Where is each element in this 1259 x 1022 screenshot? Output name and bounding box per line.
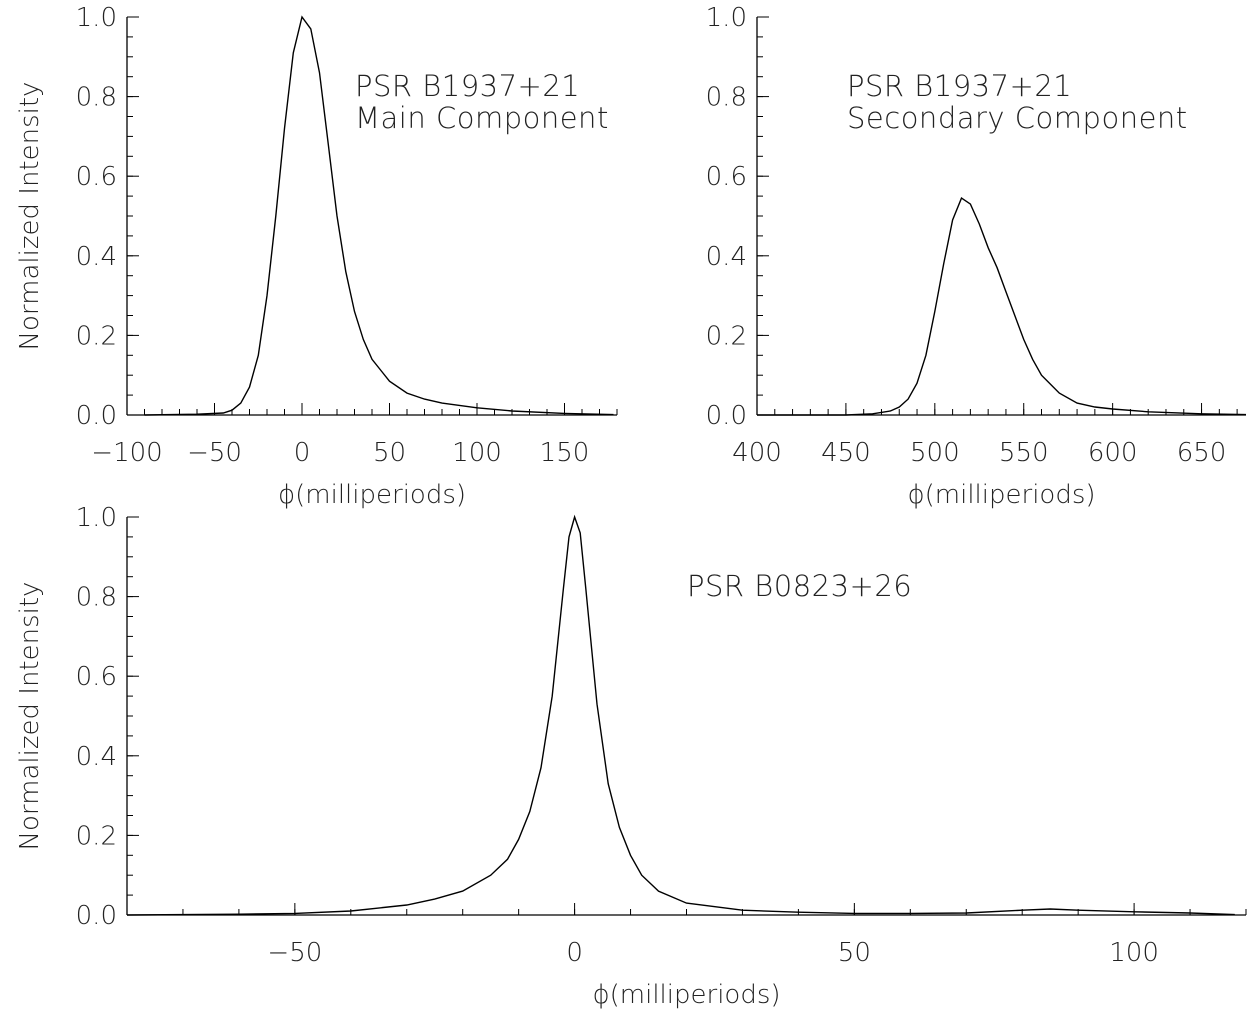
pulse-profile-line — [144, 15, 614, 416]
y-tick-label: 0.8 — [76, 583, 117, 613]
x-tick-label: 650 — [1177, 438, 1227, 468]
x-tick-label: 150 — [540, 438, 590, 468]
x-tick-label: 400 — [732, 438, 782, 468]
chart-panel-3: 0.0 0.2 0.4 0.6 0.8 1.0 −50 0 50 100 PSR B0823+26 ϕ… — [15, 503, 1247, 1010]
chart-annotation: Main Component — [355, 101, 609, 135]
x-axis-label: ϕ(milliperiods) — [592, 980, 780, 1010]
y-tick-label: 0.4 — [76, 742, 117, 772]
y-tick-label: 1.0 — [76, 503, 117, 533]
x-tick-label: 50 — [838, 938, 871, 968]
y-tick-label: 0.2 — [706, 321, 747, 351]
x-tick-label: 550 — [999, 438, 1049, 468]
y-tick-label: 0.4 — [76, 242, 117, 272]
chart-panel-1: 0.0 0.2 0.4 0.6 0.8 1.0 −100 −50 0 50 100 150 PSR B1… — [15, 3, 618, 510]
y-tick-label: 0.0 — [706, 401, 747, 431]
y-tick-label: 0.8 — [76, 83, 117, 113]
y-tick-label: 0.4 — [706, 242, 747, 272]
x-axis-label: ϕ(milliperiods) — [278, 480, 466, 510]
x-tick-label: 0 — [294, 438, 311, 468]
chart-annotation: Secondary Component — [847, 101, 1188, 135]
x-tick-label: 50 — [373, 438, 406, 468]
x-tick-label: −100 — [91, 438, 162, 468]
y-tick-label: 0.0 — [76, 401, 117, 431]
y-axis-label: Normalized Intensity — [15, 582, 45, 851]
x-tick-label: 600 — [1088, 438, 1138, 468]
chart-panel-2: 0.0 0.2 0.4 0.6 0.8 1.0 400 450 500 550 600 650 PSR … — [706, 3, 1247, 510]
pulse-profile-line — [126, 514, 1235, 916]
x-tick-label: −50 — [267, 938, 322, 968]
y-tick-label: 0.2 — [76, 321, 117, 351]
y-tick-label: 1.0 — [76, 3, 117, 33]
y-axis-label: Normalized Intensity — [15, 82, 45, 351]
chart-annotation: PSR B1937+21 — [847, 69, 1072, 103]
x-tick-label: 450 — [821, 438, 871, 468]
x-tick-label: −50 — [187, 438, 242, 468]
chart-annotation: PSR B1937+21 — [355, 69, 580, 103]
x-tick-label: 100 — [452, 438, 502, 468]
y-tick-label: 0.8 — [706, 83, 747, 113]
y-tick-label: 0.6 — [706, 162, 747, 192]
x-tick-label: 500 — [910, 438, 960, 468]
x-tick-label: 0 — [566, 938, 583, 968]
y-tick-label: 0.6 — [76, 662, 117, 692]
chart-annotation: PSR B0823+26 — [687, 569, 912, 603]
pulse-profile-line — [757, 197, 1247, 416]
y-tick-label: 1.0 — [706, 3, 747, 33]
x-axis-label: ϕ(milliperiods) — [907, 480, 1095, 510]
x-tick-label: 100 — [1109, 938, 1159, 968]
y-tick-label: 0.6 — [76, 162, 117, 192]
y-tick-label: 0.2 — [76, 821, 117, 851]
y-tick-label: 0.0 — [76, 901, 117, 931]
